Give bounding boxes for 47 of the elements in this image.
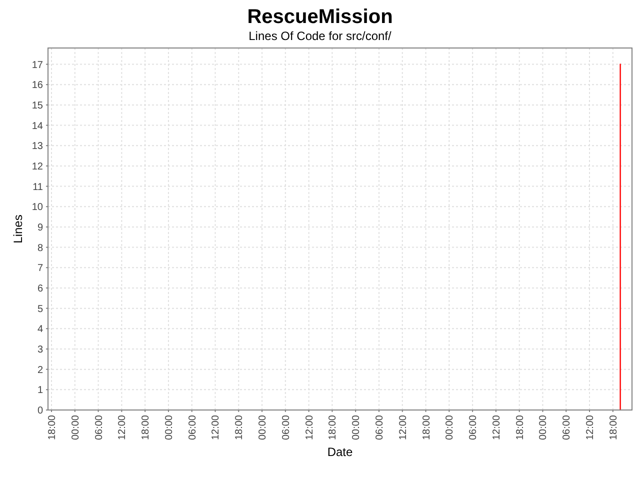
y-tick-label: 1 [37, 385, 44, 396]
y-tick-label: 11 [32, 182, 44, 193]
chart-title: RescueMission [247, 6, 393, 28]
y-tick-label: 17 [32, 60, 44, 71]
y-tick-label: 14 [32, 120, 44, 132]
chart-subtitle: Lines Of Code for src/conf/ [248, 29, 392, 43]
y-axis-title: Lines [11, 214, 25, 244]
y-tick-label: 16 [32, 80, 44, 92]
x-tick-label: 06:00 [468, 414, 480, 440]
x-tick-label: 18:00 [140, 414, 152, 440]
y-tick-label: 6 [37, 283, 44, 294]
x-tick-label: 18:00 [47, 414, 58, 440]
x-tick-label: 18:00 [328, 414, 339, 440]
y-tick-label: 9 [37, 222, 44, 234]
x-tick-label: 12:00 [491, 414, 502, 440]
x-tick-label: 06:00 [374, 414, 386, 440]
x-tick-label: 12:00 [117, 414, 128, 440]
x-tick-label: 00:00 [70, 414, 82, 440]
y-tick-label: 15 [32, 100, 44, 112]
x-tick-label: 12:00 [210, 414, 222, 440]
x-tick-label: 12:00 [304, 414, 316, 440]
x-tick-label: 00:00 [258, 414, 269, 440]
y-tick-label: 3 [37, 344, 44, 356]
x-tick-label: 00:00 [538, 414, 550, 440]
x-tick-label: 12:00 [585, 414, 596, 440]
x-tick-label: 06:00 [94, 414, 105, 440]
y-tick-label: 0 [37, 406, 44, 416]
x-tick-label: 06:00 [280, 414, 292, 440]
x-tick-label: 00:00 [444, 414, 456, 440]
x-tick-label: 06:00 [187, 414, 198, 440]
y-tick-label: 12 [32, 161, 44, 172]
x-tick-label: 00:00 [351, 414, 362, 440]
x-tick-label: 18:00 [608, 414, 620, 440]
x-tick-label: 12:00 [398, 414, 409, 440]
y-tick-label: 7 [37, 263, 44, 274]
y-tick-label: 2 [37, 364, 44, 376]
x-tick-label: 18:00 [421, 414, 432, 440]
y-tick-label: 4 [37, 324, 44, 336]
y-tick-label: 13 [32, 141, 44, 152]
x-tick-label: 06:00 [562, 414, 573, 440]
x-axis-title: Date [327, 445, 353, 459]
y-tick-label: 10 [32, 202, 44, 214]
x-tick-label: 18:00 [514, 414, 526, 440]
x-tick-label: 18:00 [234, 414, 246, 440]
y-tick-label: 5 [37, 304, 44, 315]
y-tick-label: 8 [37, 242, 44, 254]
x-tick-label: 00:00 [164, 414, 175, 440]
